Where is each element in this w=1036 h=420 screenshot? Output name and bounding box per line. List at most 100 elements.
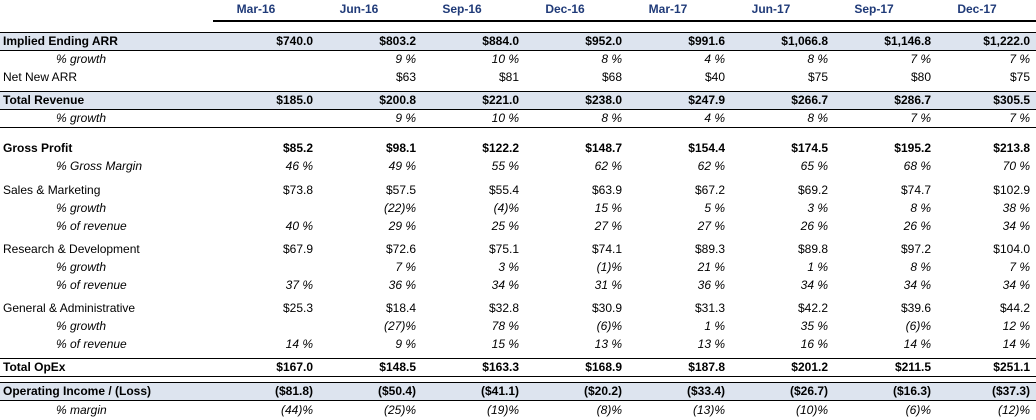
cell-value: $44.2	[999, 301, 1030, 315]
cell-value: $1,066.8	[781, 34, 828, 48]
cell-value: $238.0	[585, 93, 622, 107]
row-label: Operating Income / (Loss)	[3, 384, 152, 398]
cell-value: 27 %	[594, 219, 622, 233]
cell-value: 70 %	[1002, 159, 1030, 173]
cell-value: 34 %	[491, 278, 519, 292]
row-gross-profit: Gross Profit $85.2 $98.1 $122.2 $148.7 $154.4…	[0, 140, 1036, 157]
cell-value: $18.4	[385, 301, 416, 315]
cell-value: $31.3	[694, 301, 725, 315]
cell-value: 7 %	[910, 111, 931, 125]
cell-value: 3 %	[498, 260, 519, 274]
cell-value: 9 %	[395, 52, 416, 66]
cell-value: 12 %	[1002, 319, 1030, 333]
row-label: Gross Profit	[3, 141, 73, 155]
column-header: Sep-16	[442, 2, 482, 16]
row-label: Research & Development	[3, 242, 140, 256]
cell-value: 25 %	[491, 219, 519, 233]
row-implied-ending-arr: Implied Ending ARR $740.0 $803.2 $884.0 $952…	[0, 32, 1036, 51]
cell-value: 36 %	[388, 278, 416, 292]
row-label: % growth	[56, 111, 107, 125]
cell-value: $80	[910, 70, 931, 84]
column-header: Mar-17	[648, 2, 688, 16]
cell-value: ($81.8)	[274, 384, 313, 398]
column-header: Dec-16	[545, 2, 585, 16]
row-label: Implied Ending ARR	[3, 34, 118, 48]
cell-value: 7 %	[910, 52, 931, 66]
row-ga-revenue-pct: % of revenue 14 % 9 % 15 % 13 % 13 % 16 % 14 % 1…	[0, 336, 1036, 353]
row-label: % growth	[56, 52, 107, 66]
cell-value: $85.2	[282, 141, 313, 155]
row-arr-growth: % growth 9 % 10 % 8 % 4 % 8 % 7 % 7 %	[0, 51, 1036, 68]
cell-value: 37 %	[285, 278, 313, 292]
cell-value: $75.1	[488, 242, 519, 256]
cell-value: 7 %	[395, 260, 416, 274]
row-operating-income: Operating Income / (Loss) ($81.8) ($50.4) (…	[0, 382, 1036, 401]
row-label: % margin	[56, 403, 107, 417]
cell-value: 14 %	[285, 337, 313, 351]
cell-value: $247.9	[688, 93, 725, 107]
cell-value: 8 %	[601, 111, 622, 125]
cell-value: $73.8	[282, 183, 313, 197]
cell-value: 7 %	[1009, 111, 1030, 125]
cell-value: 8 %	[910, 260, 931, 274]
row-total-revenue: Total Revenue $185.0 $200.8 $221.0 $238.0 $24…	[0, 91, 1036, 110]
cell-value: 7 %	[1009, 52, 1030, 66]
row-gross-margin: % Gross Margin 46 % 49 % 55 % 62 % 62 % 65 % 68…	[0, 158, 1036, 175]
row-research-development: Research & Development $67.9 $72.6 $75.1 $74…	[0, 241, 1036, 258]
cell-value: 13 %	[697, 337, 725, 351]
cell-value: 35 %	[800, 319, 828, 333]
row-operating-margin: % margin (44)% (25)% (19)% (8)% (13)% (10)% (6)…	[0, 402, 1036, 419]
cell-value: (6)%	[596, 319, 622, 333]
row-label: Total Revenue	[3, 93, 85, 107]
cell-value: 8 %	[910, 201, 931, 215]
cell-value: 14 %	[903, 337, 931, 351]
cell-value: $251.1	[993, 360, 1030, 374]
cell-value: $952.0	[585, 34, 622, 48]
cell-value: (12)%	[997, 403, 1030, 417]
row-label: Net New ARR	[3, 70, 78, 84]
cell-value: 9 %	[395, 337, 416, 351]
row-revenue-growth: % growth 9 % 10 % 8 % 4 % 8 % 7 % 7 %	[0, 110, 1036, 128]
cell-value: 16 %	[800, 337, 828, 351]
cell-value: $200.8	[379, 93, 416, 107]
cell-value: $1,146.8	[884, 34, 931, 48]
cell-value: $63.9	[591, 183, 622, 197]
cell-value: 8 %	[807, 52, 828, 66]
row-label: % growth	[56, 319, 107, 333]
cell-value: $286.7	[894, 93, 931, 107]
cell-value: 46 %	[285, 159, 313, 173]
cell-value: ($37.3)	[991, 384, 1030, 398]
cell-value: $185.0	[276, 93, 313, 107]
cell-value: (10)%	[795, 403, 828, 417]
cell-value: $266.7	[791, 93, 828, 107]
cell-value: $40	[704, 70, 725, 84]
header-divider	[213, 20, 1036, 22]
row-label: % growth	[56, 201, 107, 215]
row-label: Total OpEx	[3, 360, 66, 374]
cell-value: 40 %	[285, 219, 313, 233]
cell-value: 65 %	[800, 159, 828, 173]
cell-value: (6)%	[905, 319, 931, 333]
cell-value: (22)%	[383, 201, 416, 215]
column-header-row: Mar-16 Jun-16 Sep-16 Dec-16 Mar-17 Jun-1…	[0, 0, 1036, 22]
cell-value: 21 %	[697, 260, 725, 274]
column-header: Jun-16	[339, 2, 379, 16]
cell-value: $104.0	[993, 242, 1030, 256]
cell-value: $305.5	[993, 93, 1030, 107]
cell-value: (27)%	[383, 319, 416, 333]
cell-value: ($16.3)	[892, 384, 931, 398]
cell-value: $211.5	[894, 360, 931, 374]
cell-value: $72.6	[385, 242, 416, 256]
cell-value: 15 %	[491, 337, 519, 351]
cell-value: $74.1	[591, 242, 622, 256]
cell-value: 4 %	[704, 52, 725, 66]
cell-value: (25)%	[383, 403, 416, 417]
cell-value: $75	[807, 70, 828, 84]
cell-value: ($33.4)	[686, 384, 725, 398]
cell-value: (8)%	[596, 403, 622, 417]
cell-value: (44)%	[280, 403, 313, 417]
cell-value: 55 %	[491, 159, 519, 173]
cell-value: $195.2	[894, 141, 931, 155]
cell-value: 4 %	[704, 111, 725, 125]
row-sm-growth: % growth (22)% (4)% 15 % 5 % 3 % 8 % 38 %	[0, 200, 1036, 217]
